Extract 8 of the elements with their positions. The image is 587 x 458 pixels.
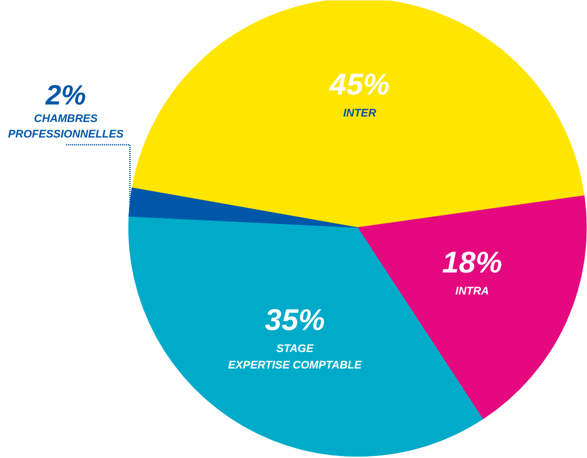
slice-label: INTER — [343, 108, 376, 120]
data-label: 18% — [442, 246, 502, 280]
data-label: 2% — [44, 80, 86, 111]
data-label: 35% — [264, 304, 325, 337]
slice-label: CHAMBRES PROFESSIONNELLES — [8, 113, 124, 141]
slice-label: STAGE EXPERTISE COMPTABLE — [228, 342, 362, 372]
data-label: 45% — [328, 68, 390, 102]
slice-label: INTRA — [455, 286, 490, 298]
